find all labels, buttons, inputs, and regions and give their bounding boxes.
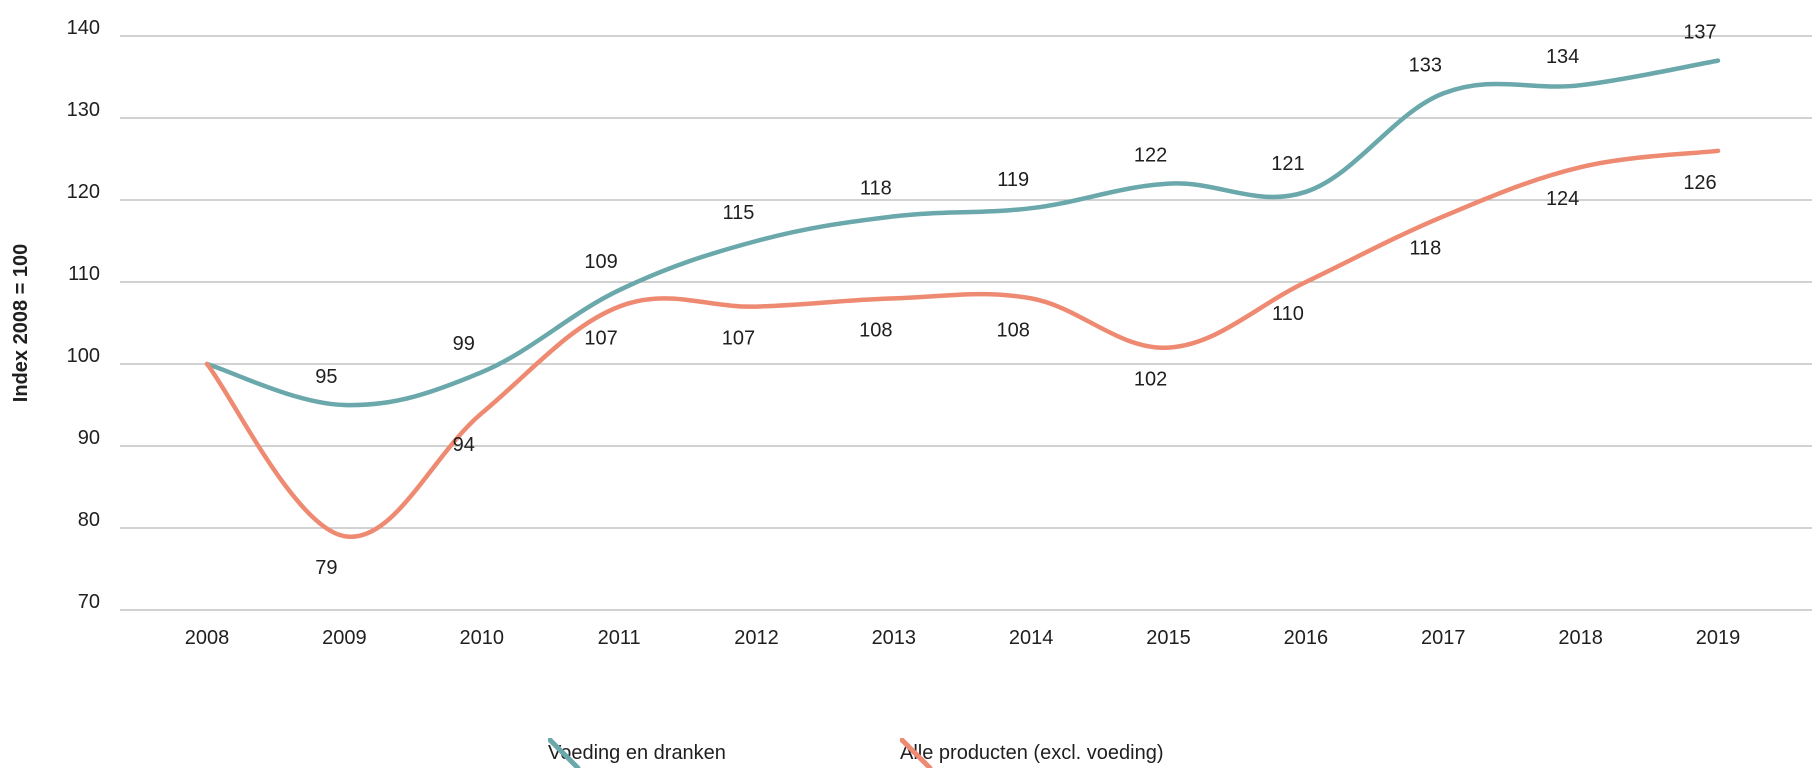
- data-label-s0-2009: 95: [315, 366, 337, 388]
- y-tick-label-70: 70: [78, 591, 100, 613]
- x-tick-label-2014: 2014: [1009, 627, 1054, 649]
- data-label-s1-2019: 126: [1683, 172, 1716, 194]
- legend: Voeding en dranken Alle producten (excl.…: [0, 738, 1819, 768]
- legend-label-voeding: Voeding en dranken: [548, 741, 726, 764]
- legend-swatch-alle-producten: [900, 738, 933, 768]
- data-label-s1-2015: 102: [1134, 369, 1167, 391]
- series-line-0: [204, 58, 1721, 408]
- y-tick-label-80: 80: [78, 509, 100, 531]
- data-label-s1-2018: 124: [1546, 188, 1579, 210]
- data-label-s1-2009: 79: [315, 557, 337, 579]
- y-tick-label-90: 90: [78, 427, 100, 449]
- data-label-s0-2010: 99: [453, 333, 475, 355]
- x-tick-label-2015: 2015: [1146, 627, 1191, 649]
- data-label-s1-2010: 94: [453, 434, 475, 456]
- x-tick-label-2011: 2011: [598, 627, 641, 649]
- x-tick-label-2018: 2018: [1558, 627, 1603, 649]
- y-tick-label-120: 120: [67, 181, 100, 203]
- data-label-s0-2014: 119: [997, 169, 1029, 191]
- legend-item-alle-producten: Alle producten (excl. voeding): [900, 738, 1163, 768]
- y-axis-title: Index 2008 = 100: [10, 244, 32, 402]
- x-tick-label-2019: 2019: [1696, 627, 1741, 649]
- y-tick-label-110: 110: [68, 263, 100, 285]
- data-label-s0-2011: 109: [584, 251, 617, 273]
- data-label-s0-2012: 115: [723, 202, 755, 224]
- data-label-s0-2018: 134: [1546, 46, 1579, 68]
- data-label-s1-2014: 108: [996, 319, 1029, 341]
- data-label-s1-2017: 118: [1409, 237, 1441, 259]
- series-line-1: [204, 148, 1721, 539]
- data-label-s0-2019: 137: [1683, 22, 1716, 44]
- y-tick-label-100: 100: [67, 345, 100, 367]
- legend-item-voeding: Voeding en dranken: [548, 738, 726, 768]
- data-label-s1-2012: 107: [722, 328, 755, 350]
- legend-label-alle-producten: Alle producten (excl. voeding): [900, 741, 1164, 764]
- x-tick-label-2017: 2017: [1421, 627, 1466, 649]
- x-tick-label-2010: 2010: [459, 627, 504, 649]
- data-label-s1-2013: 108: [859, 319, 892, 341]
- x-tick-label-2012: 2012: [734, 627, 779, 649]
- data-label-s1-2011: 107: [584, 328, 617, 350]
- data-label-s0-2017: 133: [1409, 54, 1442, 76]
- data-label-s1-2016: 110: [1272, 303, 1304, 325]
- y-tick-label-140: 140: [67, 17, 100, 39]
- x-tick-label-2013: 2013: [872, 627, 917, 649]
- data-label-s0-2016: 121: [1271, 153, 1304, 175]
- y-tick-label-130: 130: [67, 99, 100, 121]
- data-label-s0-2013: 118: [860, 177, 892, 199]
- x-tick-label-2016: 2016: [1284, 627, 1329, 649]
- data-label-s0-2015: 122: [1134, 145, 1167, 167]
- legend-swatch-voeding: [548, 738, 581, 768]
- x-tick-label-2009: 2009: [322, 627, 367, 649]
- x-tick-label-2008: 2008: [185, 627, 230, 649]
